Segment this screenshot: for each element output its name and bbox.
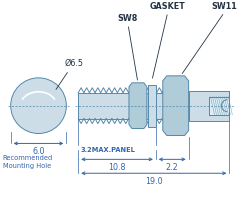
Polygon shape — [129, 83, 147, 129]
Text: 3.2MAX.PANEL: 3.2MAX.PANEL — [80, 147, 135, 154]
Text: 19.0: 19.0 — [145, 177, 163, 186]
Bar — [78, 93, 168, 119]
Text: SW11: SW11 — [212, 2, 237, 11]
Text: SW8: SW8 — [118, 14, 138, 23]
Text: 2.2: 2.2 — [166, 163, 178, 172]
Text: GASKET: GASKET — [150, 2, 186, 11]
Circle shape — [11, 78, 66, 134]
Bar — [188, 91, 229, 121]
Polygon shape — [163, 76, 188, 135]
Text: Recommended
Mounting Hole: Recommended Mounting Hole — [3, 155, 53, 169]
Text: 6.0: 6.0 — [32, 147, 45, 156]
Text: 10.8: 10.8 — [108, 163, 126, 172]
Polygon shape — [148, 85, 156, 127]
Bar — [210, 97, 229, 115]
Text: Ø6.5: Ø6.5 — [56, 58, 83, 89]
